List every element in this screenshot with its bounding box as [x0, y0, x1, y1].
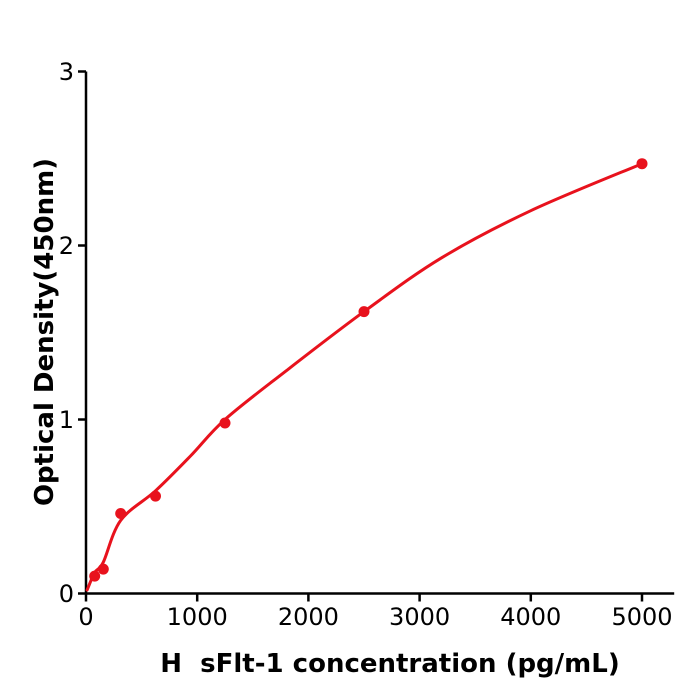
- x-axis-label: H sFlt-1 concentration (pg/mL): [160, 649, 620, 679]
- x-tick-label: 1000: [167, 603, 228, 631]
- y-tick-label: 2: [59, 232, 74, 260]
- data-point: [150, 490, 161, 502]
- x-tick-label: 5000: [611, 603, 672, 631]
- x-tick-label: 2000: [278, 603, 339, 631]
- y-tick-label: 3: [59, 58, 74, 86]
- y-tick-label: 1: [59, 406, 74, 434]
- data-point: [97, 563, 109, 575]
- standard-curve-line: [85, 162, 644, 592]
- data-point: [636, 158, 648, 170]
- data-point: [89, 570, 101, 582]
- data-point: [115, 508, 127, 519]
- x-tick-label: 3000: [389, 603, 450, 631]
- axes-spines: [84, 71, 675, 595]
- y-axis-label: Optical Density(450nm): [30, 157, 60, 507]
- data-point: [358, 306, 370, 318]
- x-tick-label: 0: [78, 603, 93, 631]
- x-tick-label: 4000: [500, 603, 561, 631]
- y-tick-label: 0: [59, 580, 74, 608]
- data-point: [219, 417, 231, 429]
